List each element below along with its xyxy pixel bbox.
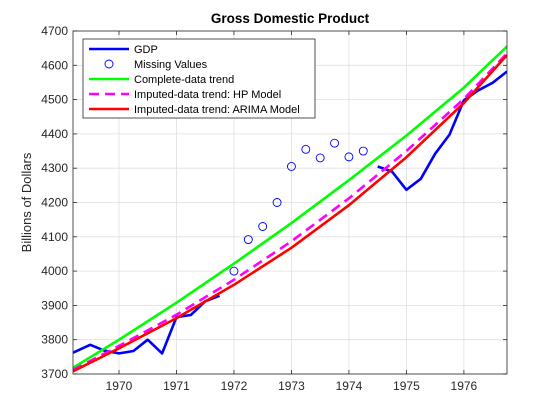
y-tick-label: 4100 [41, 230, 68, 244]
missing-value-marker [272, 198, 282, 207]
legend-label-complete-data-trend: Complete-data trend [134, 74, 234, 86]
x-tick-label: 1971 [163, 379, 190, 393]
x-tick-label: 1974 [336, 379, 363, 393]
x-tick-label: 1972 [221, 379, 248, 393]
y-axis-title: Billions of Dollars [19, 152, 34, 252]
imputed-data-trend-hp-model-line [73, 52, 507, 372]
imputed-data-trend-arima-model-line [73, 54, 507, 373]
x-tick-label: 1975 [393, 379, 420, 393]
y-tick-label: 4300 [41, 161, 68, 175]
series-layer [73, 45, 507, 373]
gdp-line-segment [73, 294, 221, 355]
missing-value-marker [286, 162, 296, 171]
y-tick-label: 4600 [41, 58, 68, 72]
x-tick-label: 1970 [106, 379, 133, 393]
y-tick-label: 3700 [41, 367, 68, 381]
x-tick-label: 1973 [278, 379, 305, 393]
chart-title: Gross Domestic Product [211, 11, 370, 26]
missing-value-marker [301, 144, 311, 154]
x-tick-label: 1976 [451, 379, 478, 393]
gdp-line-segment [377, 70, 507, 192]
y-tick-label: 4700 [41, 24, 68, 38]
missing-value-marker [315, 153, 325, 163]
y-tick-label: 4400 [41, 127, 68, 141]
missing-value-marker [344, 152, 354, 162]
legend-label-imputed-data-trend-hp-model: Imputed-data trend: HP Model [134, 89, 281, 101]
legend-label-imputed-data-trend-arima-model: Imputed-data trend: ARIMA Model [134, 104, 300, 116]
missing-value-marker [229, 266, 239, 276]
axis-ticks: 1970 1971 1972 1973 1974 1975 1976 3700 3800 3900… [41, 24, 507, 393]
missing-value-marker [358, 146, 368, 156]
missing-value-marker [330, 138, 339, 148]
legend-label-missing-values: Missing Values [134, 59, 208, 71]
complete-data-trend-line [73, 45, 507, 369]
y-tick-label: 3800 [41, 333, 68, 347]
legend-marker-missing-values [104, 59, 114, 69]
y-tick-label: 4500 [41, 93, 68, 107]
y-tick-label: 4200 [41, 196, 68, 210]
missing-value-marker [258, 222, 268, 231]
legend-label-gdp: GDP [134, 44, 158, 56]
legend: GDP Missing Values Complete-data trend Impu… [82, 38, 316, 119]
y-tick-label: 4000 [41, 264, 68, 278]
y-tick-label: 3900 [41, 298, 68, 312]
missing-value-marker [243, 235, 253, 244]
